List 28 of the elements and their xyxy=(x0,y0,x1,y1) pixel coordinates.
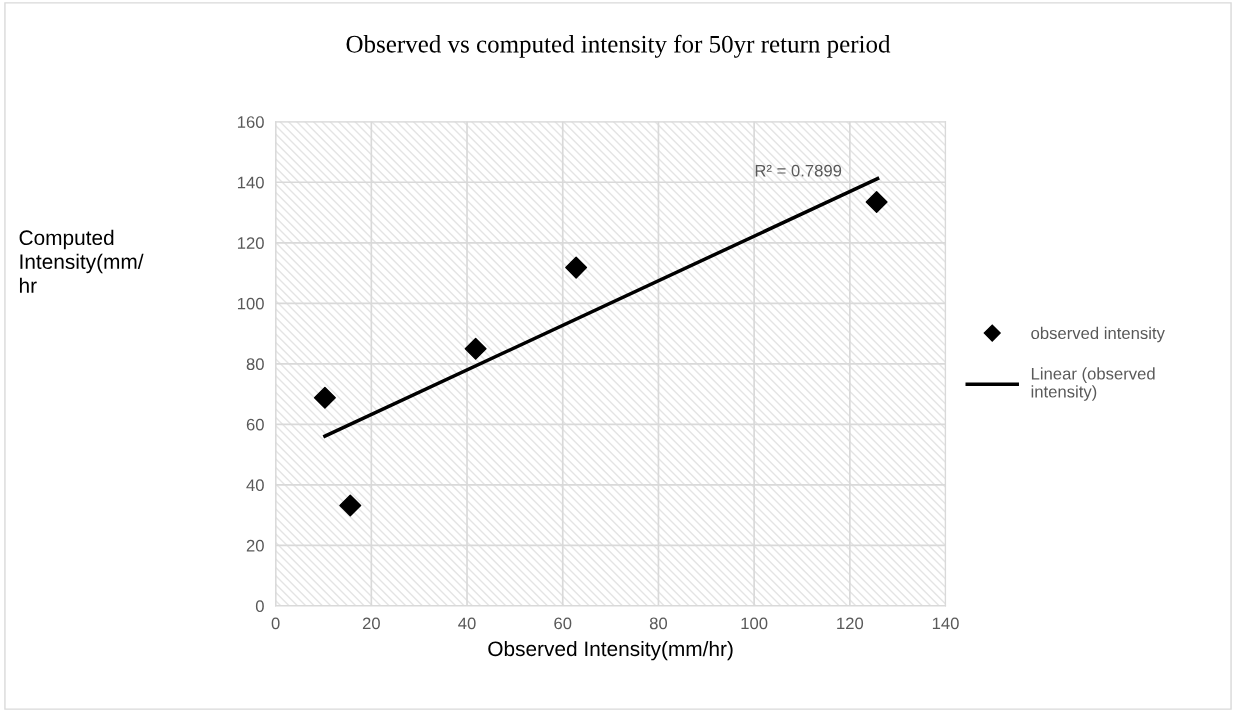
chart-title: Observed vs computed intensity for 50yr return period xyxy=(346,34,891,58)
point xyxy=(313,386,336,409)
x-tick-label: 20 xyxy=(362,617,380,630)
annotation: R² = 0.7899 xyxy=(755,164,842,177)
x-axis-title: Observed Intensity(mm/hr) xyxy=(488,640,733,661)
x-tick-label: 60 xyxy=(554,617,572,630)
x-tick-label: 80 xyxy=(649,617,668,630)
x-tick-label: 120 xyxy=(837,617,864,630)
y-tick-label: 80 xyxy=(246,358,264,371)
legend-label: Linear (observed intensity) xyxy=(1031,367,1155,401)
y-tick-label: 140 xyxy=(237,176,264,189)
y-tick-label: 100 xyxy=(237,297,264,310)
y-tick-label: 60 xyxy=(246,418,264,431)
point xyxy=(339,494,362,517)
y-tick-label: 40 xyxy=(246,479,264,492)
y-tick-label: 0 xyxy=(255,600,264,613)
y-tick-label: 160 xyxy=(237,116,264,128)
legend-label: observed intensity xyxy=(1031,326,1165,343)
point xyxy=(464,337,487,360)
x-tick-label: 40 xyxy=(458,617,476,630)
x-tick-label: 0 xyxy=(271,617,280,630)
y-tick-label: 20 xyxy=(246,539,264,552)
point xyxy=(565,256,588,279)
y-tick-label: 120 xyxy=(237,237,264,249)
x-tick-label: 100 xyxy=(741,617,768,630)
y-axis-title: Computed Intensity(mm/ hr xyxy=(19,229,144,293)
point xyxy=(865,190,888,213)
x-tick-label: 140 xyxy=(932,617,959,630)
